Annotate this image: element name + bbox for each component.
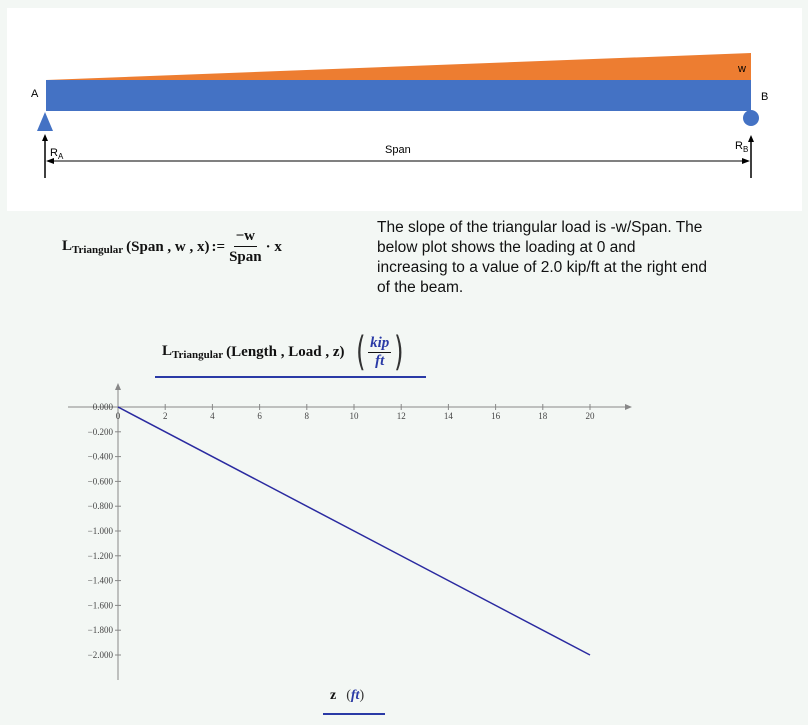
y-tick-label: −1.400 <box>88 576 114 586</box>
x-tick-label: 18 <box>538 411 548 421</box>
unit-numerator: kip <box>368 334 392 353</box>
support-b-label: B <box>761 91 768 103</box>
plot-y-expression[interactable]: LTriangular (Length , Load , z) ( kip ft… <box>162 330 407 374</box>
reaction-a-label: RA <box>50 147 64 161</box>
beam-diagram: A B w RA RB Span <box>7 8 802 211</box>
plot-y-expression-underline <box>155 376 426 378</box>
beam <box>46 80 751 111</box>
x-tick-label: 4 <box>210 411 215 421</box>
span-arrowhead-left <box>46 158 54 164</box>
y-tick-label: −1.200 <box>88 551 114 561</box>
y-tick-label: −1.000 <box>88 526 114 536</box>
x-unit: (ft) <box>346 688 365 703</box>
load-series-line <box>117 406 591 656</box>
y-tick-label: −1.600 <box>88 600 114 610</box>
load-function-definition[interactable]: LTriangular (Span , w , x) := −w Span · … <box>62 225 282 269</box>
y-axis-ticks: 0.000 −0.200 −0.400 −0.600 −0.800 −1.000 −1.20… <box>88 402 121 660</box>
x-axis-arrow <box>625 404 632 410</box>
y-tick-label: −1.800 <box>88 625 114 635</box>
reaction-arrowhead-a <box>42 134 48 141</box>
x-axis-ticks: 0 2 4 6 8 10 12 14 16 18 20 <box>116 404 595 421</box>
triangular-load <box>46 53 751 80</box>
plot-x-expression-underline <box>323 713 385 715</box>
reaction-arrowhead-b <box>748 135 754 142</box>
x-tick-label: 14 <box>444 411 454 421</box>
x-variable: z <box>330 688 337 703</box>
span-arrowhead-right <box>742 158 750 164</box>
support-a-label: A <box>31 88 39 100</box>
multiplier: · x <box>265 238 282 255</box>
beam-diagram-svg: A B w RA RB Span <box>31 53 768 178</box>
description-text[interactable]: The slope of the triangular load is -w/S… <box>377 219 708 296</box>
x-tick-label: 6 <box>257 411 262 421</box>
pin-support-a <box>37 112 53 131</box>
x-tick-label: 10 <box>350 411 360 421</box>
plot-function-arguments: (Length , Load , z) <box>226 343 345 360</box>
y-tick-label: −0.600 <box>88 476 114 486</box>
y-tick-label: −0.400 <box>88 452 114 462</box>
plot-x-expression[interactable]: z (ft) <box>330 688 364 704</box>
load-label: w <box>737 63 746 75</box>
fraction-numerator: −w <box>233 229 258 247</box>
plot-y-unit: ( kip ft ) <box>355 329 404 375</box>
roller-support-b <box>743 110 759 126</box>
plot-function-name: LTriangular <box>162 343 224 361</box>
y-tick-label: 0.000 <box>93 402 114 412</box>
y-tick-label: −0.200 <box>88 427 114 437</box>
assign-operator: := <box>211 238 226 255</box>
function-arguments: (Span , w , x) <box>126 238 210 255</box>
y-tick-label: −0.800 <box>88 501 114 511</box>
unit-denominator: ft <box>375 352 385 369</box>
plot-axes <box>68 383 632 680</box>
x-tick-label: 20 <box>586 411 596 421</box>
slope-fraction: −w Span <box>229 229 262 265</box>
reaction-b-label: RB <box>735 140 748 154</box>
x-tick-label: 12 <box>397 411 406 421</box>
fraction-denominator: Span <box>229 249 262 265</box>
x-tick-label: 16 <box>491 411 501 421</box>
x-tick-label: 8 <box>305 411 310 421</box>
y-axis-arrow <box>115 383 121 390</box>
span-label: Span <box>385 144 411 156</box>
x-tick-label: 2 <box>163 411 168 421</box>
function-name: LTriangular <box>62 238 124 256</box>
y-tick-label: −2.000 <box>88 650 114 660</box>
x-tick-label: 0 <box>116 411 121 421</box>
